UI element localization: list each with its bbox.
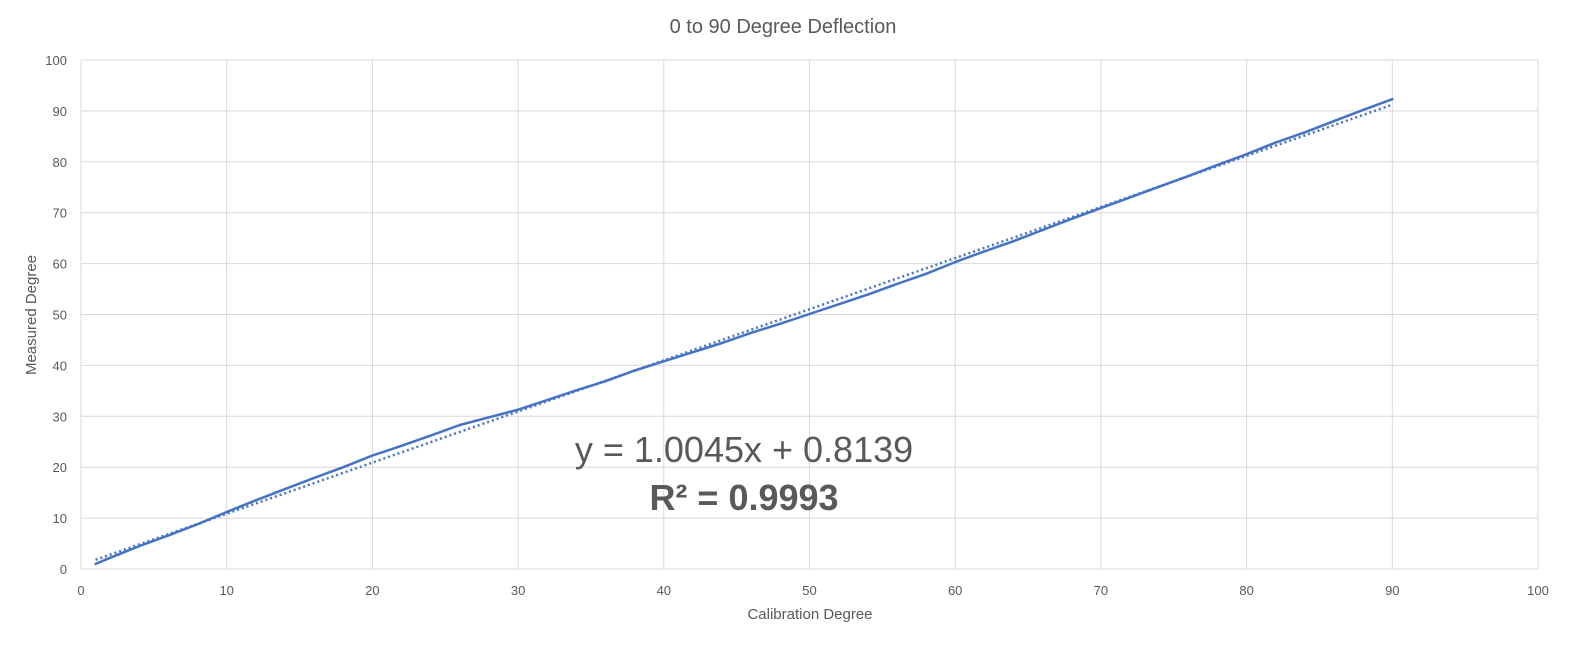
x-axis-ticks: 0 10 20 30 40 50 60 70 80 90 100	[77, 583, 1548, 598]
x-tick-label: 70	[1094, 583, 1108, 598]
y-tick-label: 100	[45, 53, 67, 68]
data-point	[516, 408, 520, 411]
data-point	[254, 499, 258, 502]
data-point	[429, 434, 432, 437]
data-point	[1041, 228, 1044, 232]
data-point	[1012, 240, 1015, 243]
x-tick-label: 20	[365, 583, 379, 598]
data-point	[312, 476, 316, 480]
data-point	[604, 379, 607, 383]
x-tick-label: 0	[77, 583, 84, 598]
data-point	[371, 454, 374, 457]
data-point	[633, 369, 636, 372]
x-tick-label: 50	[802, 583, 816, 598]
y-tick-label: 0	[60, 562, 67, 577]
data-point	[895, 282, 899, 286]
data-point	[1157, 185, 1161, 188]
x-tick-label: 80	[1239, 583, 1253, 598]
data-point	[691, 350, 695, 354]
data-point	[196, 523, 199, 526]
data-point	[779, 322, 782, 325]
data-point	[167, 534, 170, 537]
y-tick-label: 60	[53, 257, 67, 272]
data-point	[1099, 206, 1103, 210]
data-point	[458, 423, 462, 427]
y-tick-label: 40	[53, 358, 67, 373]
data-point	[1332, 119, 1336, 123]
data-point	[1187, 174, 1190, 178]
x-tick-label: 60	[948, 583, 962, 598]
data-point	[1216, 163, 1219, 167]
data-point	[546, 398, 549, 402]
trendline-equation: y = 1.0045x + 0.8139	[575, 429, 913, 470]
data-point	[662, 360, 665, 363]
data-point	[954, 260, 957, 264]
data-point	[225, 510, 228, 514]
y-tick-label: 50	[53, 308, 67, 323]
y-axis-ticks: 0 10 20 30 40 50 60 70 80 90 100	[45, 53, 67, 577]
data-point	[1128, 196, 1132, 199]
data-point	[1391, 97, 1394, 101]
y-tick-label: 30	[53, 409, 67, 424]
data-point	[1303, 131, 1307, 134]
x-axis-label: Calibration Degree	[747, 606, 872, 623]
x-tick-label: 10	[219, 583, 233, 598]
data-point	[487, 416, 491, 419]
series-line	[94, 97, 1394, 566]
data-point	[808, 312, 811, 316]
data-point	[750, 331, 753, 335]
data-point	[342, 466, 345, 469]
x-tick-label: 100	[1527, 583, 1549, 598]
chart-title: 0 to 90 Degree Deflection	[670, 16, 897, 38]
data-point	[94, 562, 97, 566]
data-point	[138, 544, 141, 548]
y-tick-label: 20	[53, 460, 67, 475]
data-point	[575, 389, 578, 392]
data-point	[108, 556, 112, 560]
data-point	[866, 293, 869, 296]
data-point	[283, 487, 287, 491]
y-tick-label: 70	[53, 206, 67, 221]
data-point	[1070, 217, 1073, 221]
x-tick-label: 90	[1385, 583, 1399, 598]
series-layer	[94, 97, 1394, 566]
y-tick-label: 90	[53, 104, 67, 119]
y-tick-label: 10	[53, 511, 67, 526]
x-tick-label: 40	[657, 583, 671, 598]
data-point	[1361, 108, 1365, 112]
data-point	[400, 444, 403, 448]
data-point	[837, 303, 840, 306]
r-squared-label: R² = 0.9993	[649, 477, 838, 518]
data-point	[924, 272, 928, 275]
y-tick-label: 80	[53, 155, 67, 170]
data-point	[720, 341, 724, 345]
data-point	[983, 250, 986, 253]
x-tick-label: 30	[511, 583, 525, 598]
data-point	[1274, 141, 1277, 144]
data-point	[1245, 152, 1248, 156]
y-axis-label: Measured Degree	[23, 255, 40, 375]
